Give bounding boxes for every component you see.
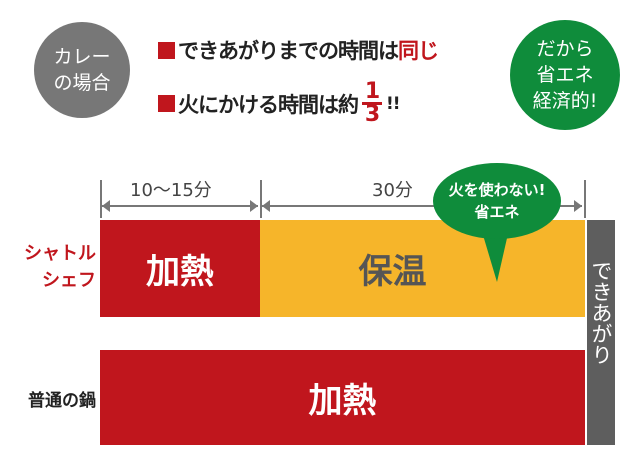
badge-text: カレー	[53, 46, 111, 68]
headline-line-2: 火にかける時間は約 1 3 !!	[158, 79, 400, 127]
headline-text: できあがりまでの時間は	[178, 39, 399, 63]
fraction: 1 3	[362, 79, 382, 127]
dimension-line-1	[102, 205, 258, 207]
tick	[100, 180, 102, 218]
no-fire-bubble: 火を使わない! 省エネ	[433, 163, 561, 239]
bar-label: 加熱	[308, 381, 377, 421]
bullet-square-icon	[158, 95, 175, 112]
headline-text: 火にかける時間は約	[178, 92, 359, 117]
bar-label: 保温	[358, 252, 427, 292]
row-label-text: シャトル	[24, 243, 96, 264]
heat-bar-shuttle: 加熱	[100, 220, 260, 317]
heat-bar-regular: 加熱	[100, 350, 585, 445]
dimension-line-2	[262, 205, 582, 207]
row-label-shuttle-chef: シャトル シェフ	[12, 240, 96, 294]
tick	[260, 180, 262, 218]
done-bar: できあがり	[587, 220, 615, 445]
energy-saving-badge: だから省エネ経済的!	[510, 20, 620, 130]
bar-label: 加熱	[146, 252, 214, 292]
row-label-regular-pot: 普通の鍋	[28, 391, 96, 411]
curry-case-badge: カレー の場合	[34, 22, 130, 118]
headline-exclaim: !!	[386, 93, 400, 114]
bubble-text: 火を使わない!	[448, 181, 546, 199]
badge-text: 省エネ	[536, 64, 594, 86]
badge-text: 経済的!	[532, 90, 598, 112]
keep-warm-bar: 保温	[260, 220, 585, 317]
fraction-denominator: 3	[364, 102, 380, 127]
headline-emphasis: 同じ	[398, 39, 439, 63]
arrowheads-icon	[102, 200, 582, 212]
fraction-numerator: 1	[364, 79, 380, 104]
row-label-text: シェフ	[42, 270, 96, 291]
segment1-duration: 10〜15分	[130, 180, 212, 201]
badge-text: だから	[536, 38, 594, 60]
done-label: できあがり	[589, 260, 613, 365]
tick	[584, 180, 586, 218]
fraction-bar	[362, 102, 382, 105]
badge-text: の場合	[53, 72, 111, 94]
segment2-duration: 30分	[372, 180, 413, 201]
bullet-square-icon	[158, 41, 175, 59]
speech-bubble-tail	[480, 225, 510, 282]
bubble-text: 省エネ	[474, 203, 520, 221]
headline-line-1: できあがりまでの時間は 同じ	[158, 35, 439, 65]
